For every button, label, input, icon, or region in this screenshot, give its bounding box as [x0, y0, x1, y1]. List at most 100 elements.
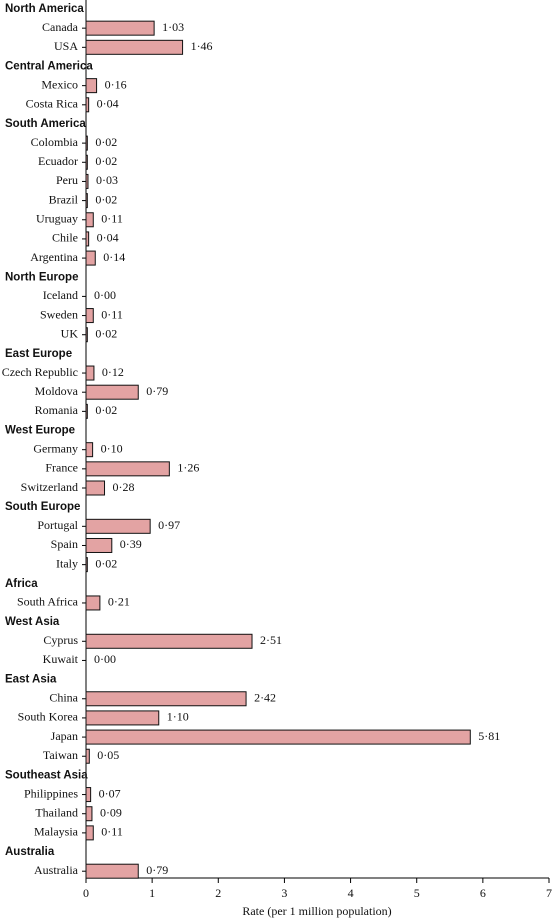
- x-tick-label: 4: [348, 886, 354, 900]
- value-label: 0·14: [103, 250, 125, 264]
- x-tick-label: 7: [546, 886, 552, 900]
- bar: [85, 384, 139, 400]
- bar: [85, 518, 151, 534]
- value-label: 0·03: [96, 173, 118, 187]
- value-label: 0·04: [97, 231, 119, 245]
- group-header: Central America: [5, 61, 93, 73]
- category-label: China: [49, 691, 78, 705]
- category-label: Canada: [42, 20, 79, 34]
- bar: [85, 806, 93, 822]
- value-label: 0·02: [95, 326, 117, 340]
- bar: [85, 78, 98, 94]
- group-header: North Europe: [5, 271, 78, 283]
- bar: [85, 480, 106, 496]
- category-label: South Korea: [18, 710, 79, 724]
- group-header: South Europe: [5, 501, 80, 513]
- value-label: 0·07: [99, 786, 121, 800]
- value-label: 0·79: [146, 863, 168, 877]
- bar: [85, 135, 88, 151]
- bar: [85, 308, 94, 324]
- group-header: Southeast Asia: [5, 769, 88, 781]
- group-header: Africa: [5, 578, 38, 590]
- value-label: 0·21: [108, 595, 130, 609]
- group-header: South America: [5, 118, 86, 130]
- category-label: Philippines: [24, 786, 78, 800]
- bar: [85, 825, 94, 841]
- value-label: 0·11: [101, 307, 123, 321]
- category-label: Portugal: [37, 518, 78, 532]
- value-label: 1·03: [162, 20, 184, 34]
- category-label: Chile: [52, 231, 78, 245]
- value-label: 0·09: [100, 805, 122, 819]
- value-label: 0·16: [105, 77, 127, 91]
- category-label: Italy: [56, 556, 78, 570]
- category-label: Romania: [35, 403, 79, 417]
- value-label: 0·79: [146, 384, 168, 398]
- value-label: 0·02: [95, 154, 117, 168]
- value-label: 1·10: [167, 710, 189, 724]
- value-label: 0·28: [113, 480, 135, 494]
- bar: [85, 403, 88, 419]
- x-tick-label: 2: [215, 886, 221, 900]
- bar: [85, 863, 139, 879]
- category-label: Argentina: [30, 250, 78, 264]
- value-label: 0·97: [158, 518, 180, 532]
- x-axis-label: Rate (per 1 million population): [242, 904, 391, 918]
- value-label: 5·81: [478, 729, 500, 743]
- bar: [85, 193, 88, 209]
- value-label: 0·02: [95, 403, 117, 417]
- category-label: Switzerland: [21, 480, 78, 494]
- bar: [85, 557, 88, 573]
- category-label: Cyprus: [43, 633, 78, 647]
- category-label: Brazil: [49, 192, 79, 206]
- category-label: UK: [61, 326, 79, 340]
- bar: [85, 327, 88, 343]
- value-label: 1·26: [177, 461, 199, 475]
- x-tick-label: 0: [83, 886, 89, 900]
- group-header: West Europe: [5, 425, 75, 437]
- value-label: 0·00: [94, 652, 116, 666]
- x-tick-label: 5: [414, 886, 420, 900]
- category-label: Colombia: [31, 135, 79, 149]
- bar: [85, 461, 170, 477]
- category-label: Moldova: [35, 384, 79, 398]
- value-label: 0·12: [102, 365, 124, 379]
- bar: [85, 729, 471, 745]
- value-label: 0·04: [97, 97, 119, 111]
- value-label: 0·00: [94, 288, 116, 302]
- x-tick-label: 1: [149, 886, 155, 900]
- category-label: Taiwan: [43, 748, 78, 762]
- category-label: Spain: [51, 537, 78, 551]
- category-label: Costa Rica: [26, 97, 79, 111]
- value-label: 2·42: [254, 691, 276, 705]
- category-label: Malaysia: [34, 825, 79, 839]
- category-label: Mexico: [41, 77, 78, 91]
- category-label: Sweden: [40, 307, 78, 321]
- group-header: East Europe: [5, 348, 72, 360]
- group-header: Australia: [5, 846, 55, 858]
- bar: [85, 537, 113, 553]
- bar: [85, 39, 184, 55]
- bar: [85, 748, 90, 764]
- bar: [85, 442, 94, 458]
- bar: [85, 154, 88, 170]
- category-label: Ecuador: [38, 154, 78, 168]
- category-label: Japan: [51, 729, 78, 743]
- category-label: Germany: [33, 441, 78, 455]
- value-label: 0·39: [120, 537, 142, 551]
- value-label: 2·51: [260, 633, 282, 647]
- bar: [85, 710, 160, 726]
- bar: [85, 173, 89, 189]
- bar: [85, 250, 96, 266]
- bar: [85, 595, 101, 611]
- category-label: Iceland: [43, 288, 78, 302]
- bar: [85, 231, 90, 247]
- group-header: East Asia: [5, 674, 57, 686]
- category-label: Australia: [34, 863, 79, 877]
- group-header: North America: [5, 3, 84, 15]
- bar: [85, 20, 155, 36]
- bar: [85, 97, 90, 113]
- bar: [85, 691, 247, 707]
- bar: [85, 633, 253, 649]
